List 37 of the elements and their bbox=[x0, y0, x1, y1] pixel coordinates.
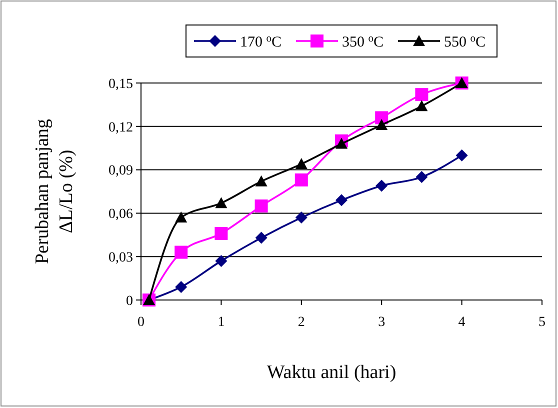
point bbox=[416, 100, 428, 112]
y-tick-label: 0 bbox=[126, 294, 133, 309]
point bbox=[376, 180, 388, 192]
legend-label: 170 $^{o}$C bbox=[240, 32, 282, 50]
x-tick-label: 1 bbox=[218, 315, 225, 330]
point bbox=[175, 280, 188, 293]
point bbox=[255, 232, 268, 244]
point bbox=[376, 118, 388, 130]
point bbox=[175, 212, 188, 223]
point bbox=[294, 173, 308, 186]
x-tick-label: 3 bbox=[378, 315, 386, 330]
point bbox=[174, 246, 188, 259]
point bbox=[215, 254, 228, 267]
point bbox=[254, 199, 268, 212]
point bbox=[215, 197, 228, 208]
point bbox=[416, 171, 428, 184]
legend-label: 550 $^{o}$C bbox=[444, 32, 486, 50]
y-tick-label: 0,03 bbox=[108, 250, 133, 266]
point bbox=[336, 194, 348, 206]
x-tick-label: 2 bbox=[298, 315, 305, 330]
y-tick-label: 0,06 bbox=[108, 207, 133, 222]
y-tick-label: 0,15 bbox=[108, 76, 133, 92]
legend-label: 350 $^{o}$C bbox=[342, 32, 384, 50]
point bbox=[295, 158, 308, 170]
point bbox=[415, 88, 428, 102]
x-axis-title: Waktu anil (hari) bbox=[266, 362, 396, 383]
point bbox=[214, 226, 228, 240]
point bbox=[456, 149, 468, 162]
y-tick-label: 0,09 bbox=[108, 164, 133, 179]
point bbox=[295, 212, 308, 224]
point bbox=[255, 175, 268, 186]
x-tick-label: 5 bbox=[538, 315, 546, 330]
x-tick-label: 4 bbox=[458, 315, 466, 330]
y-axis-title: Perubahan panjang ΔL/Lo (%) bbox=[32, 118, 77, 264]
y-tick-label: 0,12 bbox=[108, 120, 133, 136]
point bbox=[336, 138, 348, 149]
x-tick-label: 0 bbox=[138, 315, 144, 330]
